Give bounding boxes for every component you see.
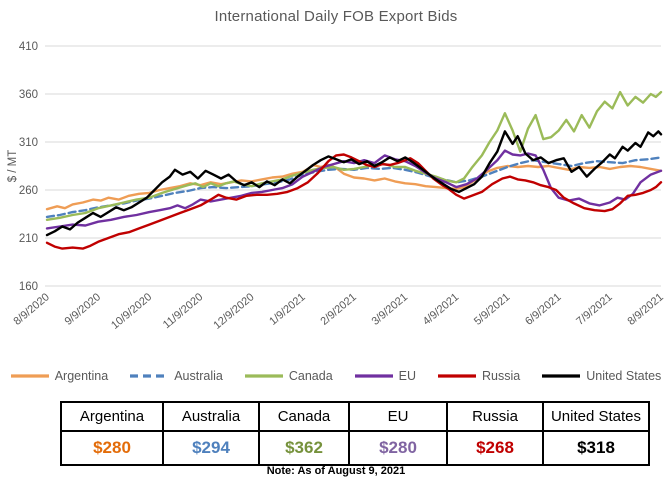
- legend-label: United States: [586, 369, 662, 383]
- legend-label: Russia: [482, 369, 521, 383]
- x-tick-label: 1/9/2021: [267, 291, 308, 328]
- value-australia: $294: [162, 430, 260, 466]
- header-united-states: United States: [542, 401, 650, 432]
- x-tick-label: 7/9/2021: [574, 291, 615, 328]
- x-tick-label: 8/9/2021: [625, 291, 666, 328]
- value-russia: $268: [446, 430, 544, 466]
- series-line-canada: [45, 90, 663, 221]
- x-tick-label: 4/9/2021: [421, 291, 462, 328]
- legend-item-australia: Australia: [130, 369, 223, 383]
- legend-line-swatch: [10, 374, 49, 378]
- x-tick-label: 3/9/2021: [370, 291, 411, 328]
- legend-label: EU: [398, 369, 417, 383]
- x-tick-label: 10/9/2020: [109, 291, 154, 332]
- series-line-russia: [45, 153, 663, 250]
- header-australia: Australia: [162, 401, 260, 432]
- header-argentina: Argentina: [60, 401, 164, 432]
- x-tick-label: 9/9/2020: [63, 291, 104, 328]
- y-tick-label: 210: [19, 233, 38, 245]
- table-header-row: Argentina Australia Canada EU Russia Uni…: [60, 401, 650, 432]
- line-chart: 410 360 310 260 210 160 $ / MT 8/9/2020 9/9/2020…: [7, 41, 666, 332]
- legend-item-united-states: United States: [542, 369, 661, 383]
- legend-line-swatch: [438, 374, 477, 378]
- table-value-row: $280 $294 $362 $280 $268 $318: [60, 430, 650, 466]
- chart-title: International Daily FOB Export Bids: [214, 8, 458, 25]
- y-axis-title: $ / MT: [7, 150, 19, 183]
- value-eu: $280: [348, 430, 448, 466]
- series-line-united-states: [45, 130, 663, 237]
- header-eu: EU: [348, 401, 448, 432]
- legend-item-canada: Canada: [244, 369, 333, 383]
- legend-line-swatch: [354, 374, 393, 378]
- legend-item-eu: EU: [354, 369, 417, 383]
- x-tick-label: 12/9/2020: [211, 291, 256, 332]
- x-tick-label: 6/9/2021: [523, 291, 564, 328]
- y-tick-label: 410: [19, 41, 38, 53]
- legend-label: Canada: [288, 369, 333, 383]
- legend-line-swatch: [244, 374, 283, 378]
- legend-line-swatch: [542, 374, 581, 378]
- value-united-states: $318: [542, 430, 650, 466]
- header-canada: Canada: [258, 401, 350, 432]
- legend-label: Argentina: [54, 369, 109, 383]
- y-tick-label: 160: [19, 281, 38, 293]
- legend-label: Australia: [174, 369, 223, 383]
- x-tick-label: 5/9/2021: [472, 291, 513, 328]
- value-canada: $362: [258, 430, 350, 466]
- header-russia: Russia: [446, 401, 544, 432]
- series-line-argentina: [45, 163, 663, 211]
- legend-line-swatch: [130, 374, 169, 378]
- y-tick-label: 260: [19, 185, 38, 197]
- x-tick-label: 8/9/2020: [11, 291, 52, 328]
- legend-item-russia: Russia: [438, 369, 520, 383]
- summary-table: Argentina Australia Canada EU Russia Uni…: [60, 401, 650, 466]
- value-argentina: $280: [60, 430, 164, 466]
- x-tick-label: 2/9/2021: [318, 291, 359, 328]
- y-tick-label: 310: [19, 137, 38, 149]
- chart-legend: Argentina Australia Canada EU Russia United S…: [0, 367, 672, 385]
- y-tick-label: 360: [19, 89, 38, 101]
- legend-item-argentina: Argentina: [10, 369, 109, 383]
- x-tick-label: 11/9/2020: [161, 291, 206, 331]
- footnote: Note: As of August 9, 2021: [266, 465, 406, 477]
